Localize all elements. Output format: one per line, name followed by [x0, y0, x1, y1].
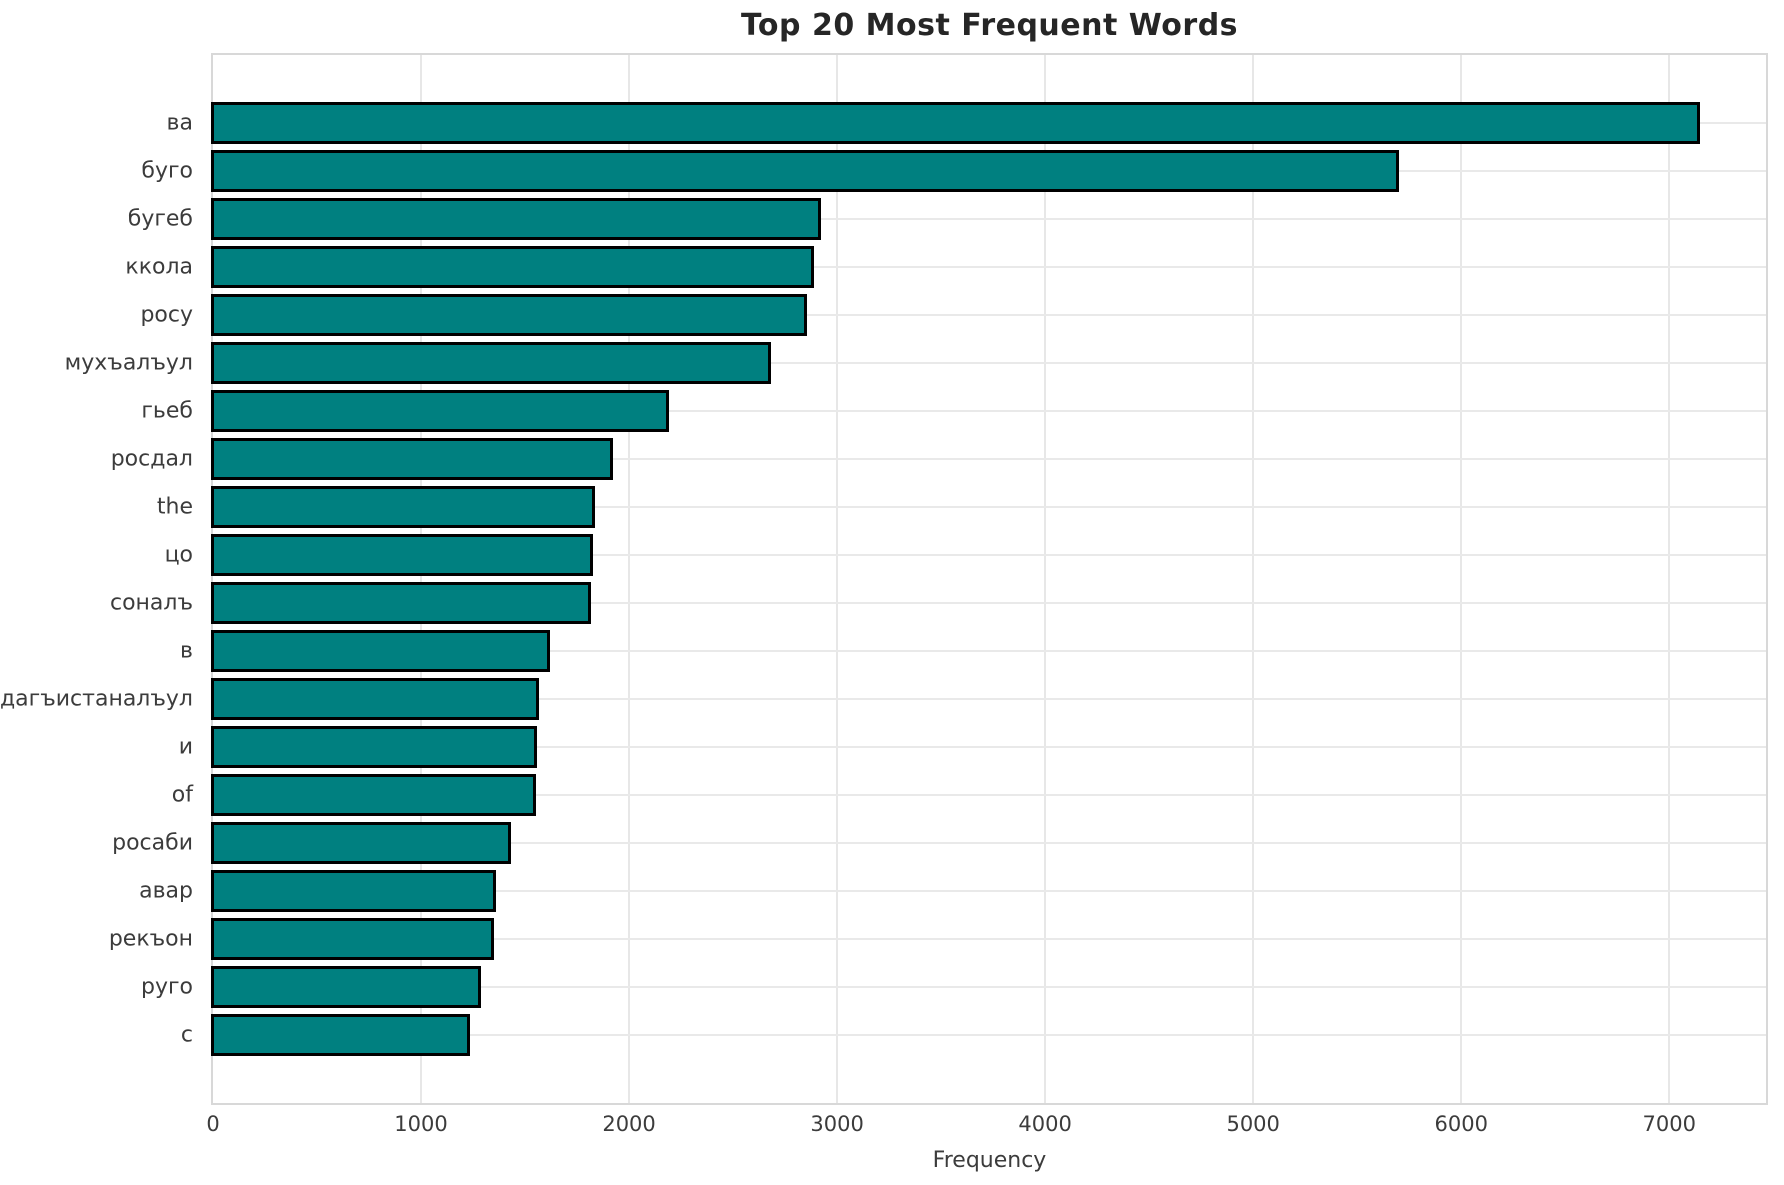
gridline-vertical [1044, 55, 1047, 1103]
bar-росдал [211, 438, 614, 480]
gridline-horizontal [213, 314, 1766, 316]
bar-и [211, 726, 538, 768]
y-axis-labels: ва буго бугеб ккола росу мухъалъул гьеб росдал t… [0, 53, 203, 1105]
x-tick-label: 7000 [1642, 1112, 1696, 1136]
bar-в [211, 630, 550, 672]
gridline-vertical [836, 55, 839, 1103]
y-tick-label: росаби [112, 830, 193, 856]
gridline-horizontal [213, 266, 1766, 268]
gridline-horizontal [213, 938, 1766, 940]
bar-ва [211, 102, 1701, 144]
plot-grid-and-bars [211, 55, 1766, 1103]
gridline-vertical [1460, 55, 1463, 1103]
gridline-horizontal [213, 410, 1766, 412]
y-tick-label: рекъон [108, 926, 193, 952]
x-tick-label: 5000 [1226, 1112, 1280, 1136]
bar-дагъистаналъул [211, 678, 540, 720]
bar-буго [211, 150, 1399, 192]
bar-с [211, 1014, 470, 1056]
gridline-horizontal [213, 986, 1766, 988]
gridline-horizontal [213, 746, 1766, 748]
x-tick-label: 4000 [1018, 1112, 1072, 1136]
y-tick-label: дагъистаналъул [0, 686, 193, 712]
y-tick-label: и [178, 734, 193, 760]
gridline-vertical [1668, 55, 1671, 1103]
y-tick-label: гьеб [141, 398, 193, 424]
bar-руго [211, 966, 482, 1008]
bar-гьеб [211, 390, 670, 432]
gridline-horizontal [213, 362, 1766, 364]
bar-соналъ [211, 582, 592, 624]
bar-цо [211, 534, 593, 576]
bar-ккола [211, 246, 815, 288]
y-tick-label: цо [164, 542, 193, 568]
y-tick-label: буго [141, 158, 193, 184]
x-axis-title: Frequency [932, 1148, 1047, 1173]
y-tick-label: ва [166, 110, 193, 136]
gridline-horizontal [213, 554, 1766, 556]
y-tick-label: руго [140, 974, 193, 1000]
x-tick-label: 0 [206, 1112, 220, 1136]
bar-бугеб [211, 198, 822, 240]
x-tick-label: 6000 [1434, 1112, 1488, 1136]
plot-area [211, 53, 1768, 1105]
bar-мухъалъул [211, 342, 772, 384]
x-tick-label: 3000 [810, 1112, 864, 1136]
bar-росаби [211, 822, 512, 864]
gridline-horizontal [213, 842, 1766, 844]
gridline-horizontal [213, 458, 1766, 460]
gridline-horizontal [213, 650, 1766, 652]
bar-of [211, 774, 537, 816]
gridline-horizontal [213, 890, 1766, 892]
y-tick-label: ккола [125, 254, 193, 280]
y-tick-label: авар [139, 878, 193, 904]
gridline-horizontal [213, 602, 1766, 604]
gridline-vertical [1252, 55, 1255, 1103]
gridline-horizontal [213, 698, 1766, 700]
x-tick-label: 2000 [602, 1112, 656, 1136]
y-tick-label: бугеб [127, 206, 193, 232]
gridline-horizontal [213, 794, 1766, 796]
chart-title: Top 20 Most Frequent Words [740, 8, 1239, 43]
gridline-vertical [420, 55, 423, 1103]
y-tick-label: the [156, 494, 193, 520]
gridline-horizontal [213, 1034, 1766, 1036]
gridline-vertical [628, 55, 631, 1103]
gridline-horizontal [213, 218, 1766, 220]
y-tick-label: росдал [110, 446, 193, 472]
bar-рекъон [211, 918, 494, 960]
y-tick-label: соналъ [109, 590, 193, 616]
bar-авар [211, 870, 497, 912]
y-tick-label: в [180, 638, 193, 664]
y-tick-label: of [171, 782, 193, 808]
y-tick-label: мухъалъул [64, 350, 193, 376]
y-tick-label: с [180, 1022, 193, 1048]
y-tick-label: росу [140, 302, 193, 328]
x-tick-label: 1000 [394, 1112, 448, 1136]
bar-росу [211, 294, 807, 336]
bar-the [211, 486, 595, 528]
gridline-horizontal [213, 506, 1766, 508]
